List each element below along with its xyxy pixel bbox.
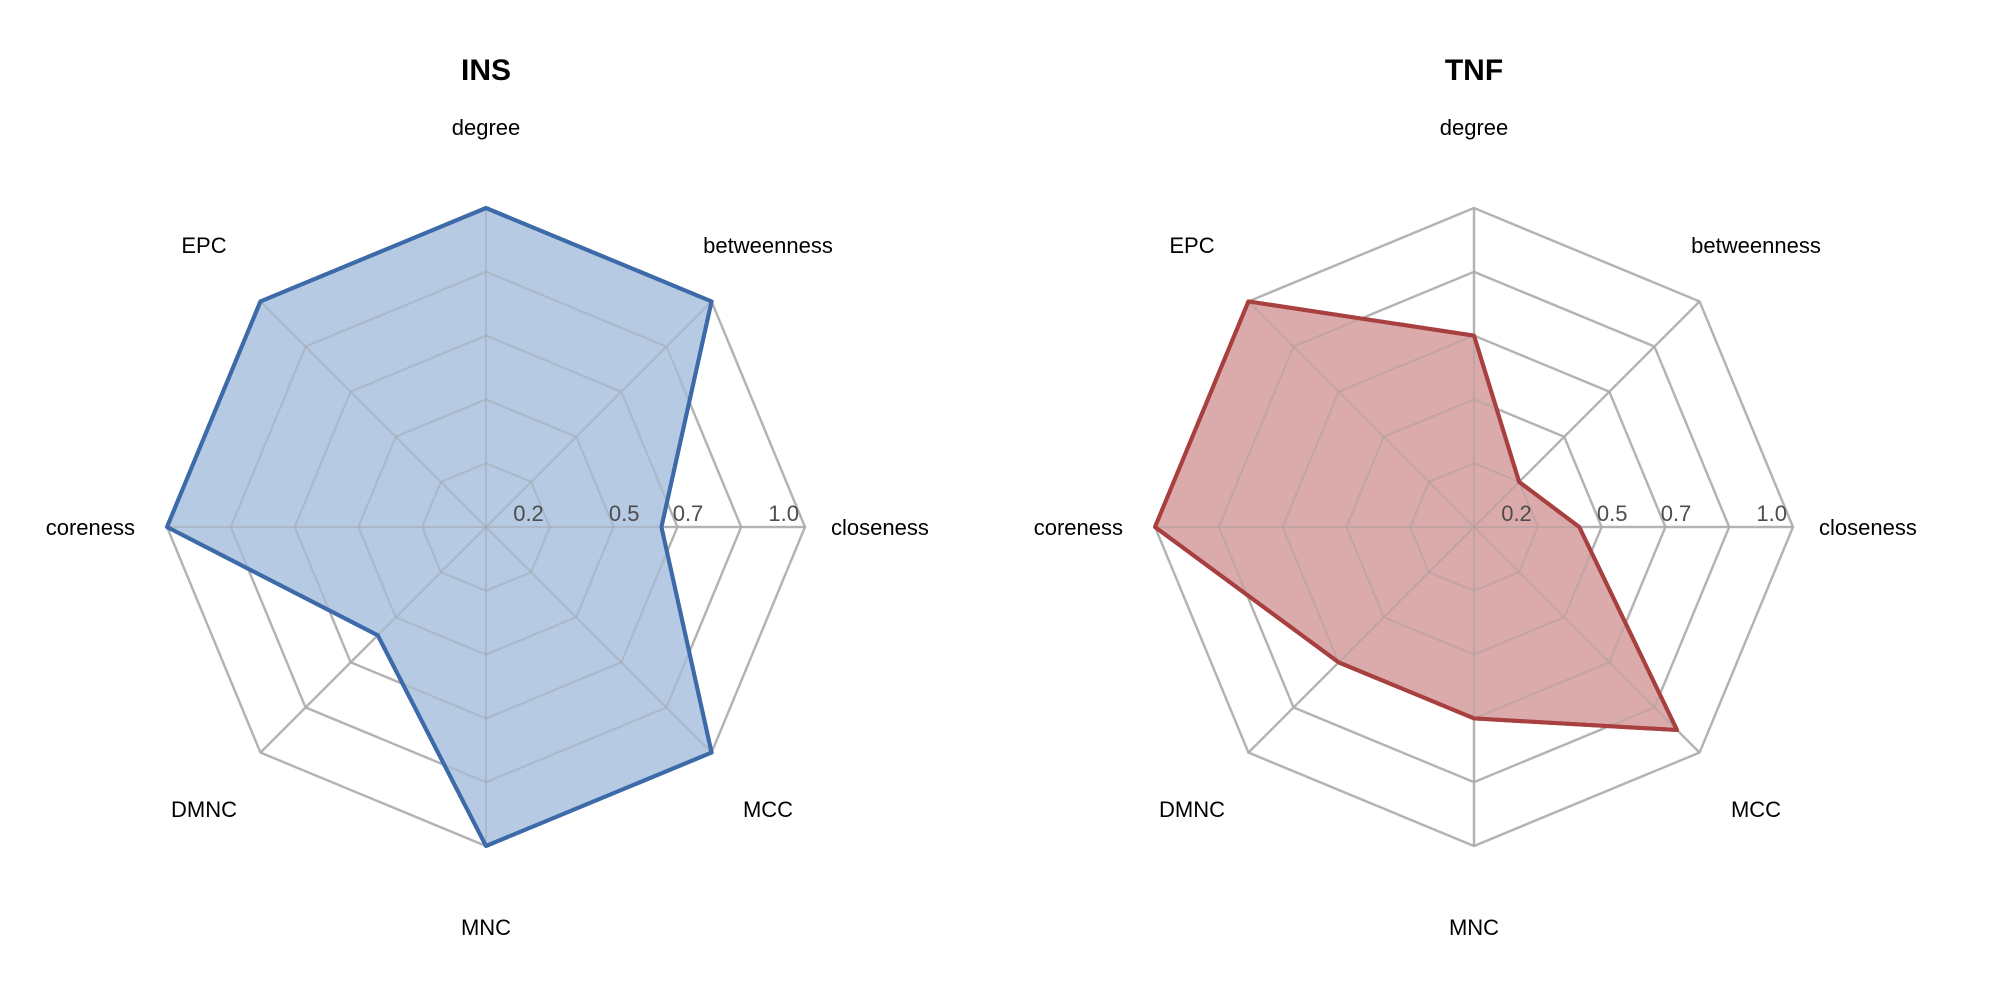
radar-panel-ins: 0.2 0.5 0.7 1.0 degree betweenness closeness MC… — [46, 54, 929, 940]
tick-label: 0.7 — [673, 501, 704, 526]
axis-label-mnc: MNC — [461, 915, 511, 940]
tick-label: 1.0 — [768, 501, 799, 526]
grid-spoke-overlay — [1247, 300, 1475, 528]
data-series-outline — [165, 206, 714, 848]
axis-label-closeness: closeness — [831, 515, 929, 540]
grid-spoke-overlay — [1247, 526, 1475, 754]
grid-ring-overlay — [293, 334, 679, 720]
grid-spoke-overlay — [1473, 526, 1701, 754]
axis-label-epc: EPC — [181, 233, 226, 258]
tick-label: 1.0 — [1756, 501, 1787, 526]
radar-panel-tnf: 0.2 0.5 0.7 1.0 degree betweenness closeness MC… — [1034, 54, 1917, 940]
grid-spoke-overlay — [485, 300, 713, 528]
grid-spoke-overlay — [1473, 300, 1701, 528]
data-series-outline — [1153, 299, 1680, 733]
grid-ring-overlay — [1409, 462, 1539, 592]
axis-label-dmnc: DMNC — [1159, 797, 1225, 822]
chart-title: TNF — [1445, 54, 1503, 87]
tick-label: 0.2 — [1501, 501, 1532, 526]
chart-title: INS — [461, 54, 511, 87]
axis-label-epc: EPC — [1169, 233, 1214, 258]
grid-ring-overlay — [1345, 398, 1603, 656]
grid-ring-overlay — [421, 462, 551, 592]
axis-label-mcc: MCC — [1731, 797, 1781, 822]
tick-label: 0.7 — [1661, 501, 1692, 526]
axis-label-mcc: MCC — [743, 797, 793, 822]
axis-label-dmnc: DMNC — [171, 797, 237, 822]
axis-label-degree: degree — [452, 115, 521, 140]
axis-label-mnc: MNC — [1449, 915, 1499, 940]
grid-ring-overlay — [1217, 270, 1731, 784]
axis-label-coreness: coreness — [46, 515, 135, 540]
axis-label-betweenness: betweenness — [1691, 233, 1821, 258]
grid-spoke-overlay — [259, 526, 487, 754]
axis-label-degree: degree — [1440, 115, 1509, 140]
axis-label-closeness: closeness — [1819, 515, 1917, 540]
grid-spoke-overlay — [259, 300, 487, 528]
grid-ring-overlay — [229, 270, 743, 784]
grid-spoke-overlay — [485, 526, 713, 754]
axis-label-coreness: coreness — [1034, 515, 1123, 540]
tick-label: 0.2 — [513, 501, 544, 526]
tick-label: 0.5 — [609, 501, 640, 526]
axis-label-betweenness: betweenness — [703, 233, 833, 258]
grid-ring-overlay — [357, 398, 615, 656]
tick-label: 0.5 — [1597, 501, 1628, 526]
